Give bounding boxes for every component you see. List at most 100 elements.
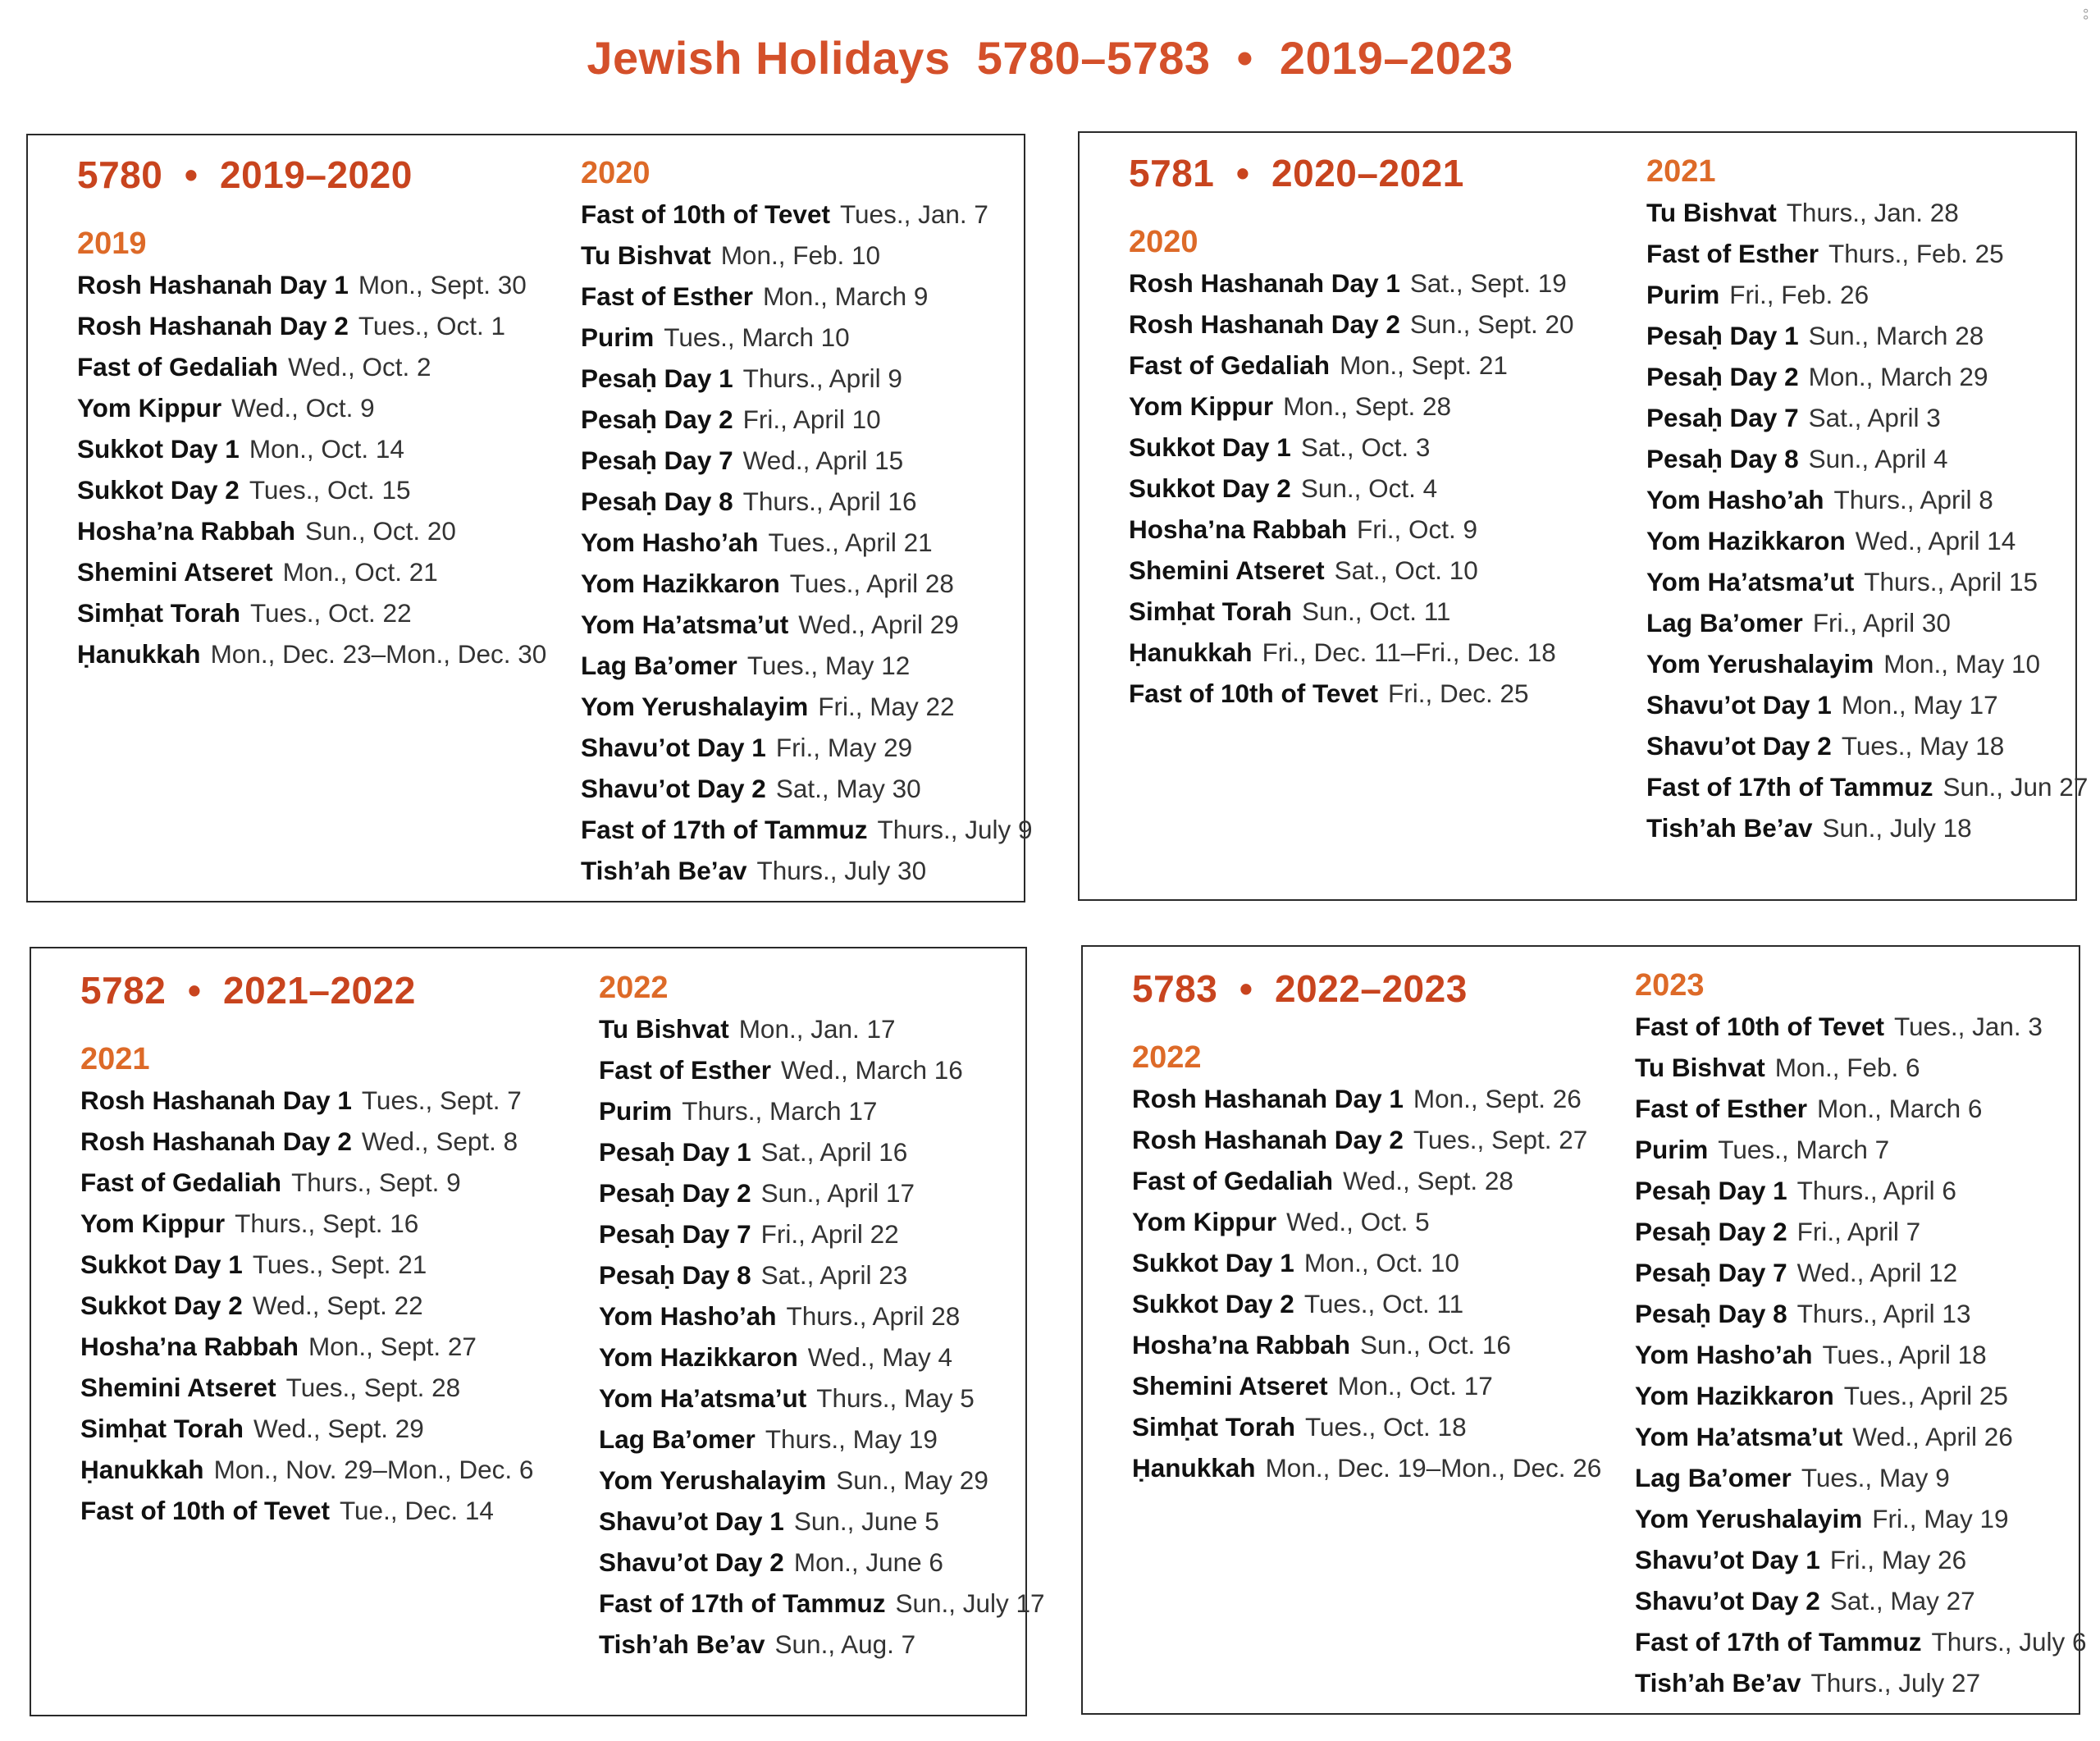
corner-mark-icon: ⦂	[2083, 2, 2089, 23]
holiday-date: Tues., March 7	[1718, 1135, 1890, 1164]
holiday-name: Ḥanukkah	[77, 639, 201, 669]
holiday-name: Sukkot Day 1	[1129, 432, 1291, 462]
holiday-date: Mon., Oct. 14	[249, 434, 404, 464]
holiday-date: Thurs., April 28	[786, 1301, 961, 1331]
holiday-date: Wed., April 26	[1852, 1422, 2013, 1451]
holiday-date: Wed., Sept. 29	[253, 1414, 424, 1443]
holiday-date: Mon., Oct. 21	[282, 557, 438, 587]
holiday-name: Tu Bishvat	[581, 240, 711, 270]
holiday-date: Mon., March 6	[1817, 1094, 1983, 1123]
holiday-date: Mon., May 17	[1841, 690, 1998, 720]
holiday-name: Fast of Gedaliah	[80, 1168, 282, 1197]
holiday-date: Thurs., Jan. 28	[1786, 198, 1959, 227]
holiday-date: Sat., Sept. 19	[1409, 268, 1567, 298]
holiday-name: Lag Ba’omer	[1646, 608, 1803, 637]
holiday-row: Tu Bishvat Mon., Feb. 6	[1635, 1047, 2087, 1088]
holiday-name: Sukkot Day 2	[1129, 473, 1291, 503]
holiday-date: Fri., Feb. 26	[1729, 280, 1869, 309]
holiday-date: Wed., April 14	[1855, 526, 2016, 555]
holiday-name: Shavu’ot Day 2	[599, 1547, 784, 1577]
holiday-date: Sun., April 17	[760, 1178, 915, 1208]
holiday-date: Thurs., April 8	[1833, 485, 1993, 514]
holiday-name: Pesaḥ Day 2	[1635, 1217, 1787, 1246]
block-title: 5780 • 2019–2020	[77, 153, 413, 196]
holiday-date: Tues., Sept. 21	[252, 1250, 427, 1279]
holiday-name: Yom Hazikkaron	[581, 569, 780, 598]
holiday-name: Yom Hazikkaron	[599, 1342, 798, 1372]
holiday-name: Sukkot Day 1	[80, 1250, 243, 1279]
holiday-row: Yom Kippur Wed., Oct. 9	[77, 387, 546, 428]
holiday-row: Shavu’ot Day 1 Fri., May 29	[581, 727, 1033, 768]
holiday-date: Sun., March 28	[1808, 321, 1984, 350]
holiday-name: Yom Yerushalayim	[599, 1465, 827, 1495]
holiday-date: Sun., July 18	[1822, 813, 1972, 843]
holiday-name: Shavu’ot Day 1	[581, 733, 766, 762]
holiday-row: Shemini Atseret Mon., Oct. 21	[77, 551, 546, 592]
holiday-name: Fast of Esther	[1646, 239, 1819, 268]
holiday-row: Pesaḥ Day 8 Sat., April 23	[599, 1254, 1045, 1295]
holiday-date: Sun., June 5	[793, 1506, 939, 1536]
holiday-name: Fast of 10th of Tevet	[581, 199, 830, 229]
holiday-name: Fast of 17th of Tammuz	[1646, 772, 1933, 802]
holiday-date: Sat., Oct. 3	[1300, 432, 1431, 462]
holiday-date: Tues., May 12	[746, 651, 911, 680]
holiday-name: Pesaḥ Day 8	[1646, 444, 1799, 473]
holiday-name: Fast of Gedaliah	[1132, 1166, 1334, 1195]
holiday-date: Sun., Oct. 11	[1301, 596, 1451, 626]
holiday-name: Yom Hazikkaron	[1646, 526, 1846, 555]
holiday-name: Fast of 10th of Tevet	[1635, 1012, 1884, 1041]
holiday-row: Pesaḥ Day 2 Mon., March 29	[1646, 356, 2088, 397]
block-left-column: 2020 Rosh Hashanah Day 1 Sat., Sept. 19 Ros…	[1129, 151, 1574, 714]
holiday-row: Fast of 17th of Tammuz Thurs., July 9	[581, 809, 1033, 850]
holiday-date: Mon., Oct. 17	[1337, 1371, 1493, 1401]
calendar-block-5782	[30, 947, 1027, 1716]
holiday-row: Pesaḥ Day 7 Wed., April 12	[1635, 1252, 2087, 1293]
holiday-date: Mon., Feb. 10	[720, 240, 881, 270]
block-right-column: 2020 Fast of 10th of Tevet Tues., Jan. 7 Tu…	[581, 153, 1033, 891]
holiday-row: Shavu’ot Day 1 Sun., June 5	[599, 1501, 1045, 1542]
calendar-block-5780	[26, 134, 1025, 902]
calendar-block-5781	[1078, 131, 2077, 901]
holiday-name: Pesaḥ Day 7	[581, 446, 733, 475]
holiday-date: Sun., Sept. 20	[1409, 309, 1574, 339]
holiday-row: Shemini Atseret Tues., Sept. 28	[80, 1367, 533, 1408]
holiday-name: Lag Ba’omer	[581, 651, 737, 680]
holiday-row: Sukkot Day 1 Mon., Oct. 10	[1132, 1242, 1601, 1283]
holiday-name: Yom Kippur	[80, 1209, 226, 1238]
holiday-date: Sat., Oct. 10	[1334, 555, 1478, 585]
holiday-name: Pesaḥ Day 1	[1635, 1176, 1787, 1205]
holiday-name: Yom Kippur	[1129, 391, 1274, 421]
holiday-name: Pesaḥ Day 8	[1635, 1299, 1787, 1328]
holiday-row: Pesaḥ Day 8 Sun., April 4	[1646, 438, 2088, 479]
block-right-column: 2023 Fast of 10th of Tevet Tues., Jan. 3 Tu…	[1635, 965, 2087, 1703]
holiday-row: Pesaḥ Day 8 Thurs., April 16	[581, 481, 1033, 522]
holiday-date: Tues., Oct. 1	[358, 311, 506, 340]
holiday-date: Tues., March 10	[664, 322, 850, 352]
holiday-date: Mon., Nov. 29–Mon., Dec. 6	[213, 1455, 534, 1484]
holiday-name: Sukkot Day 1	[77, 434, 240, 464]
holiday-name: Rosh Hashanah Day 1	[77, 270, 349, 299]
block-left-column: 2022 Rosh Hashanah Day 1 Mon., Sept. 26 Ros…	[1132, 966, 1601, 1488]
holiday-row: Yom Kippur Thurs., Sept. 16	[80, 1203, 533, 1244]
holiday-row: Rosh Hashanah Day 1 Mon., Sept. 30	[77, 264, 546, 305]
holiday-row: Shavu’ot Day 2 Mon., June 6	[599, 1542, 1045, 1583]
holiday-date: Fri., May 26	[1829, 1545, 1967, 1574]
holiday-row: Simḥat Torah Wed., Sept. 29	[80, 1408, 533, 1449]
holiday-date: Thurs., July 27	[1810, 1668, 1981, 1698]
holiday-name: Sukkot Day 2	[80, 1291, 243, 1320]
holiday-name: Rosh Hashanah Day 1	[1129, 268, 1400, 298]
holiday-name: Rosh Hashanah Day 1	[1132, 1084, 1404, 1113]
holiday-row: Yom Yerushalayim Fri., May 22	[581, 686, 1033, 727]
holiday-row: Fast of 17th of Tammuz Sun., July 17	[599, 1583, 1045, 1624]
holiday-name: Yom Ha’atsma’ut	[1635, 1422, 1843, 1451]
holiday-date: Wed., Oct. 9	[231, 393, 375, 423]
year-heading: 2020	[1129, 225, 1198, 259]
holiday-name: Tu Bishvat	[1635, 1053, 1765, 1082]
holiday-name: Lag Ba’omer	[599, 1424, 756, 1454]
holiday-row: Lag Ba’omer Tues., May 12	[581, 645, 1033, 686]
holiday-row: Tish’ah Be’av Sun., Aug. 7	[599, 1624, 1045, 1665]
holiday-name: Purim	[1635, 1135, 1709, 1164]
holiday-row: Rosh Hashanah Day 2 Wed., Sept. 8	[80, 1121, 533, 1162]
holiday-date: Tues., Jan. 3	[1893, 1012, 2043, 1041]
holiday-date: Thurs., Sept. 16	[235, 1209, 419, 1238]
